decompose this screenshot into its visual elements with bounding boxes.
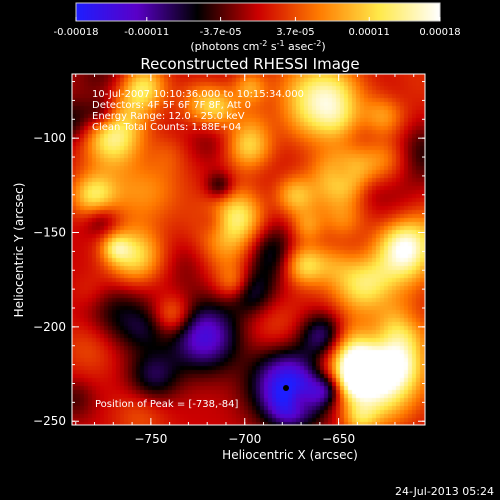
colorbar-tick-label: -0.00018 [54, 27, 99, 38]
rhessi-image-canvas [72, 74, 425, 425]
colorbar-tick-labels: -0.00018 -0.00011 -3.7e-05 3.7e-05 0.00011 0.… [54, 27, 461, 38]
plot-axes: −750 −700 −650 −100 −150 −200 −250 [33, 131, 355, 446]
colorbar-ticks [75, 17, 441, 21]
colorbar-tick-label: 3.7e-05 [276, 27, 314, 38]
plot-title: Reconstructed RHESSI Image [140, 55, 359, 73]
colorbar-tick-label: -0.00011 [124, 27, 169, 38]
colorbar-tick-label: 0.00018 [419, 27, 460, 38]
colorbar-tick-label: -3.7e-05 [200, 27, 242, 38]
y-tick-label: −150 [33, 226, 66, 240]
colorbar-gradient [76, 3, 440, 21]
colorbar [76, 3, 440, 21]
y-tick-label: −250 [33, 414, 66, 428]
x-tick-label: −700 [228, 432, 261, 446]
footer-timestamp: 24-Jul-2013 05:24 [395, 485, 494, 498]
y-tick-label: −100 [33, 131, 66, 145]
y-axis-label: Heliocentric Y (arcsec) [12, 183, 26, 318]
x-tick-label: −750 [134, 432, 167, 446]
rhessi-image [72, 74, 425, 425]
y-tick-label: −200 [33, 320, 66, 334]
x-axis-label: Heliocentric X (arcsec) [222, 448, 358, 462]
colorbar-units: (photons cm-2 s-1 asec-2) [190, 39, 325, 54]
x-tick-label: −650 [322, 432, 355, 446]
colorbar-tick-label: 0.00011 [349, 27, 390, 38]
